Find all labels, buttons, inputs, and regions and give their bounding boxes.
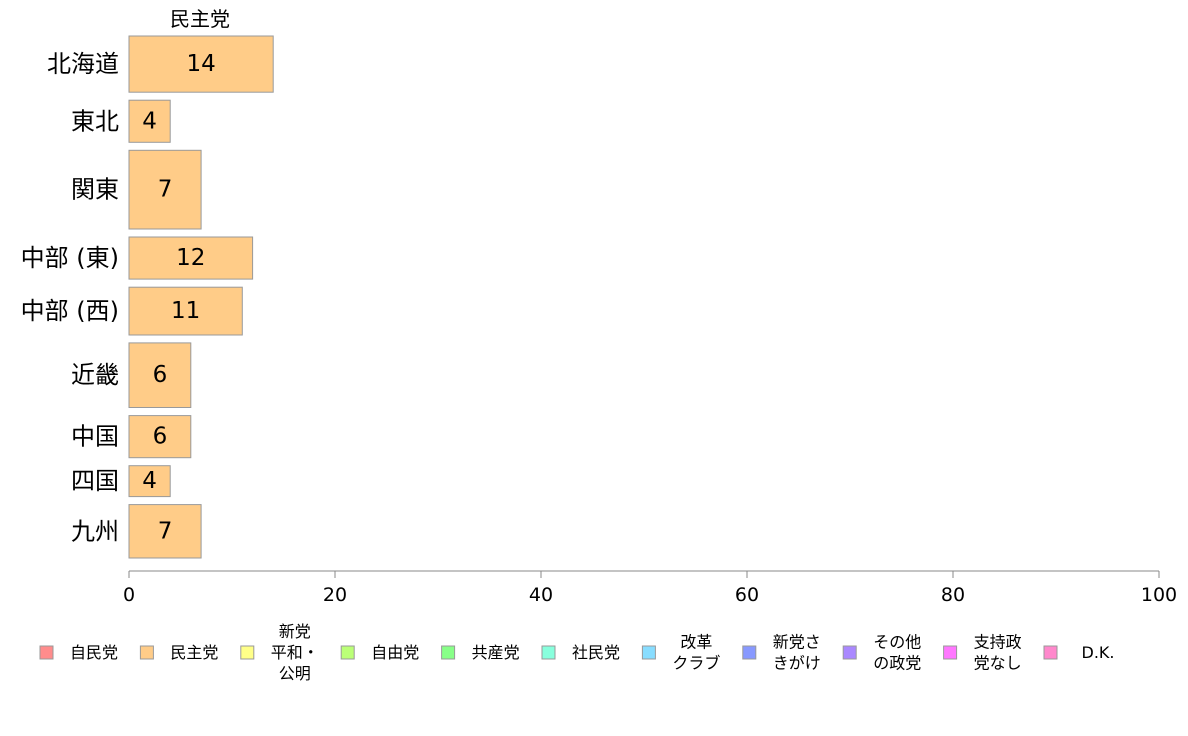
legend-label: 自由党 xyxy=(371,643,419,662)
value-label: 4 xyxy=(142,108,157,134)
category-label: 中部 (西) xyxy=(21,297,119,325)
legend-swatch xyxy=(641,645,656,660)
legend-swatch xyxy=(39,645,54,660)
legend-swatch xyxy=(240,645,255,660)
legend-item: 新党さきがけ xyxy=(742,632,821,672)
bar-4 xyxy=(128,286,243,336)
bar-2 xyxy=(128,149,202,230)
legend-label: 自民党 xyxy=(70,643,118,662)
category-label: 四国 xyxy=(71,467,119,495)
legend-label: 共産党 xyxy=(472,643,520,662)
x-tick-label: 40 xyxy=(529,584,553,606)
legend-item: 支持政党なし xyxy=(943,632,1022,672)
legend-item: その他の政党 xyxy=(842,632,921,672)
legend-swatch xyxy=(1043,645,1058,660)
legend-item: 改革クラブ xyxy=(641,632,720,672)
bar-7 xyxy=(128,465,171,498)
category-label: 関東 xyxy=(71,176,119,204)
legend: 自民党 民主党 新党平和・公明 自由党 共産党 社民党 改革クラブ 新党さきがけ その他の政党 支… xyxy=(39,622,1115,683)
value-label: 4 xyxy=(142,468,157,494)
legend-item: 自民党 xyxy=(39,643,118,662)
legend-item: 自由党 xyxy=(340,643,419,662)
legend-swatch xyxy=(943,645,958,660)
legend-swatch xyxy=(139,645,154,660)
legend-item: 共産党 xyxy=(441,643,520,662)
bar-3 xyxy=(128,236,254,280)
legend-item: 社民党 xyxy=(541,643,620,662)
category-label: 東北 xyxy=(71,107,119,135)
legend-item: 新党平和・公明 xyxy=(240,622,319,683)
bar-1 xyxy=(128,99,171,143)
bar-0 xyxy=(128,35,274,93)
x-axis: 0 20 40 60 80 100 xyxy=(123,570,1177,606)
category-label: 中国 xyxy=(71,423,119,451)
category-label: 北海道 xyxy=(47,50,119,78)
x-tick-label: 100 xyxy=(1141,584,1177,606)
bar-8 xyxy=(128,504,202,559)
legend-label: 社民党 xyxy=(572,643,620,662)
legend-swatch xyxy=(441,645,456,660)
x-tick-label: 20 xyxy=(323,584,347,606)
value-label: 7 xyxy=(158,177,173,203)
category-label: 近畿 xyxy=(71,361,119,389)
value-label: 6 xyxy=(153,362,168,388)
value-label: 12 xyxy=(176,245,205,271)
legend-label: その他の政党 xyxy=(873,632,921,672)
legend-swatch xyxy=(742,645,757,660)
bar-6 xyxy=(128,415,192,459)
legend-swatch xyxy=(541,645,556,660)
bars-group: 北海道 14 東北 4 関東 7 中部 (東) 12 中部 (西) 11 近畿 6 中国 6 四国 4 九州 7 xyxy=(21,35,274,559)
legend-label: 新党さきがけ xyxy=(773,632,821,672)
legend-swatch xyxy=(340,645,355,660)
legend-swatch xyxy=(842,645,857,660)
legend-label: 新党平和・公明 xyxy=(271,622,319,683)
series-title: 民主党 xyxy=(170,7,230,31)
value-label: 11 xyxy=(171,298,200,324)
category-label: 中部 (東) xyxy=(21,244,119,272)
value-label: 6 xyxy=(153,424,168,450)
legend-label: D.K. xyxy=(1082,643,1115,662)
x-tick-label: 60 xyxy=(735,584,759,606)
value-label: 14 xyxy=(186,51,215,77)
value-label: 7 xyxy=(158,518,173,544)
legend-item: D.K. xyxy=(1043,643,1115,662)
legend-label: 民主党 xyxy=(170,643,218,662)
legend-label: 改革クラブ xyxy=(672,632,720,672)
category-label: 九州 xyxy=(71,517,119,545)
x-tick-label: 80 xyxy=(941,584,965,606)
x-tick-label: 0 xyxy=(123,584,135,606)
bar-5 xyxy=(128,342,192,408)
legend-item: 民主党 xyxy=(139,643,218,662)
legend-label: 支持政党なし xyxy=(974,632,1022,672)
